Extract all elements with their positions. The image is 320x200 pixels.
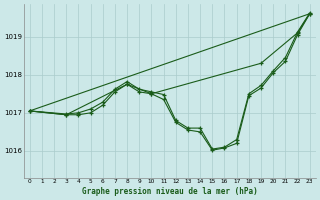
X-axis label: Graphe pression niveau de la mer (hPa): Graphe pression niveau de la mer (hPa) — [82, 187, 258, 196]
